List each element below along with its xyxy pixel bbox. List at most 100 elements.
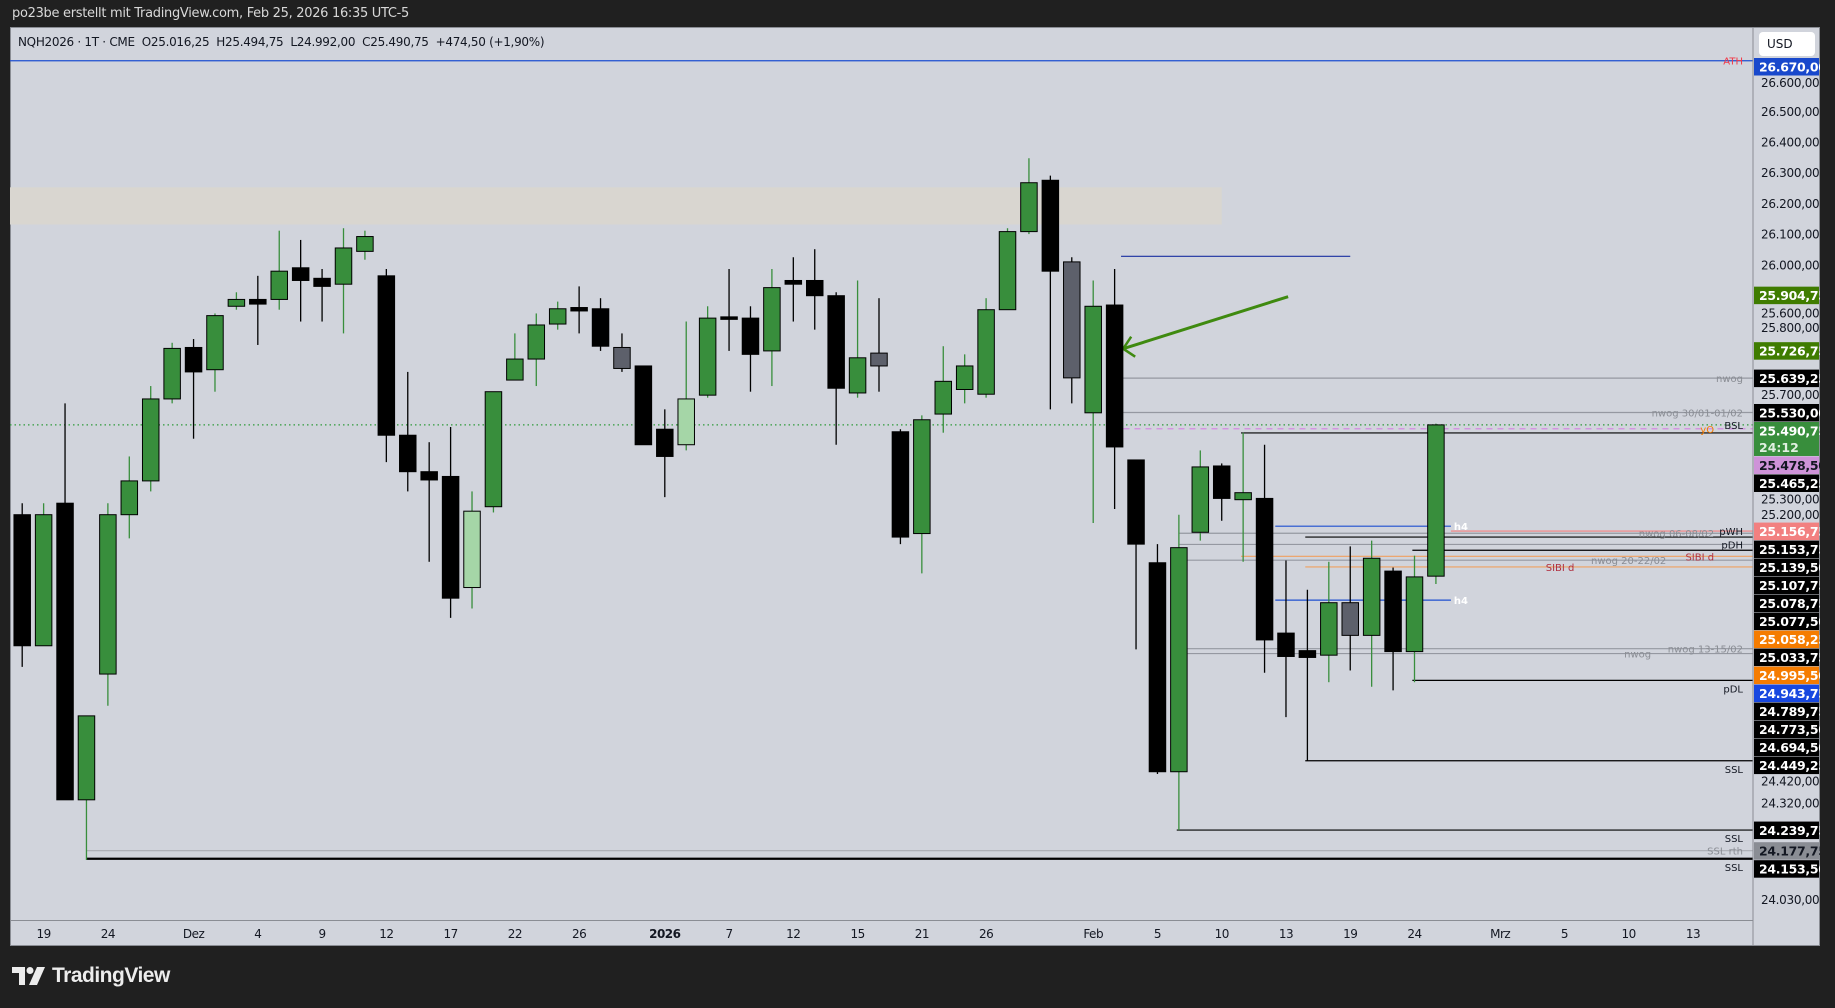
candle[interactable] (506, 358, 524, 381)
candle[interactable] (1341, 602, 1359, 636)
candle[interactable] (763, 287, 781, 352)
candle[interactable] (698, 317, 717, 396)
price-tag[interactable] (1754, 58, 1819, 76)
candle[interactable] (227, 298, 246, 307)
candle[interactable] (377, 275, 396, 436)
candle[interactable] (1020, 182, 1038, 233)
candle[interactable] (1063, 261, 1081, 379)
candle[interactable] (270, 270, 288, 300)
price-tag[interactable] (1754, 666, 1819, 685)
candle[interactable] (313, 277, 331, 287)
candle[interactable] (77, 715, 96, 801)
candle[interactable] (1170, 547, 1188, 773)
candle[interactable] (805, 279, 824, 297)
candle[interactable] (1127, 459, 1145, 545)
candle[interactable] (1084, 305, 1102, 414)
price-tag[interactable] (1754, 576, 1819, 595)
candle[interactable] (613, 346, 631, 369)
candle[interactable] (334, 247, 353, 285)
candle[interactable] (634, 365, 653, 446)
candle[interactable] (1298, 650, 1317, 658)
price-tag[interactable] (1754, 738, 1819, 757)
candle[interactable] (1405, 576, 1424, 653)
candle[interactable] (1427, 424, 1445, 577)
price-tag[interactable] (1754, 369, 1819, 388)
candle[interactable] (741, 317, 760, 355)
price-tag[interactable] (1754, 648, 1819, 667)
symbol-name[interactable]: NQH2026 · 1T · CME (18, 35, 135, 49)
price-tag[interactable] (1754, 342, 1819, 360)
price-tag[interactable] (1754, 630, 1819, 649)
price-tag[interactable] (1754, 860, 1819, 878)
candle[interactable] (955, 365, 974, 390)
candle[interactable] (527, 324, 546, 360)
candle[interactable] (913, 419, 931, 535)
candle[interactable] (420, 471, 438, 481)
candle[interactable] (163, 347, 181, 400)
candle[interactable] (206, 315, 224, 371)
candle[interactable] (784, 279, 803, 285)
candle[interactable] (1277, 632, 1295, 657)
candle[interactable] (591, 308, 610, 347)
candle[interactable] (399, 434, 417, 473)
price-tag[interactable] (1754, 456, 1819, 474)
candle[interactable] (141, 398, 160, 482)
candle[interactable] (249, 298, 267, 305)
candle[interactable] (1234, 492, 1252, 501)
price-tag[interactable] (1754, 403, 1819, 422)
candle[interactable] (463, 510, 481, 589)
price-tag[interactable] (1754, 612, 1819, 631)
price-tag[interactable] (1754, 684, 1819, 703)
candle[interactable] (56, 502, 74, 801)
candle[interactable] (1191, 466, 1210, 533)
price-tag[interactable] (1754, 720, 1819, 739)
price-tag-label: 25.078,75 (1759, 596, 1820, 611)
price-chart[interactable]: ATH nwog nwog 30/01-01/02 BSL yO h4 pWH nwog 06… (10, 27, 1820, 946)
candle[interactable] (677, 398, 695, 446)
level-label: SSL (1725, 765, 1744, 776)
candle[interactable] (977, 309, 995, 395)
candle[interactable] (356, 236, 374, 252)
candle[interactable] (1212, 465, 1231, 499)
price-tag[interactable] (1754, 522, 1819, 541)
price-tag[interactable] (1754, 558, 1819, 577)
candle[interactable] (484, 391, 503, 508)
candle[interactable] (1105, 304, 1124, 448)
price-tag[interactable] (1754, 756, 1819, 775)
candle[interactable] (184, 346, 203, 373)
price-tag[interactable] (1754, 540, 1819, 559)
candle[interactable] (891, 431, 910, 538)
candle[interactable] (291, 267, 310, 281)
candle[interactable] (1255, 497, 1274, 641)
candle[interactable] (548, 308, 567, 325)
price-tag[interactable] (1754, 842, 1819, 860)
candle[interactable] (934, 380, 953, 415)
candle[interactable] (1148, 562, 1167, 773)
price-tag[interactable] (1754, 702, 1819, 721)
candle[interactable] (441, 475, 460, 599)
price-tag[interactable] (1754, 474, 1819, 492)
price-tag[interactable] (1754, 594, 1819, 613)
candle[interactable] (1041, 179, 1060, 272)
supply-zone[interactable] (10, 187, 1222, 225)
candle[interactable] (120, 480, 139, 516)
candle[interactable] (848, 357, 867, 394)
candle[interactable] (570, 307, 588, 312)
candle[interactable] (34, 514, 53, 647)
trend-arrow-line[interactable] (1122, 295, 1289, 351)
candle[interactable] (1320, 602, 1338, 656)
currency-selector[interactable]: USD (1759, 32, 1815, 56)
candle[interactable] (1362, 557, 1381, 636)
candle[interactable] (998, 231, 1017, 311)
candle[interactable] (13, 514, 31, 647)
candle[interactable] (656, 428, 674, 457)
candle[interactable] (827, 295, 845, 389)
candle[interactable] (1384, 570, 1402, 653)
price-tag[interactable] (1754, 286, 1819, 305)
candle[interactable] (720, 316, 738, 320)
candle[interactable] (99, 514, 117, 675)
candle[interactable] (870, 352, 888, 367)
time-axis[interactable]: 19 24 Dez 4 9 12 17 22 26 2026 7 12 15 21 26 Feb 5 10 13 19… (10, 920, 1753, 947)
price-tag[interactable] (1754, 821, 1819, 840)
price-tag[interactable] (1754, 421, 1819, 456)
